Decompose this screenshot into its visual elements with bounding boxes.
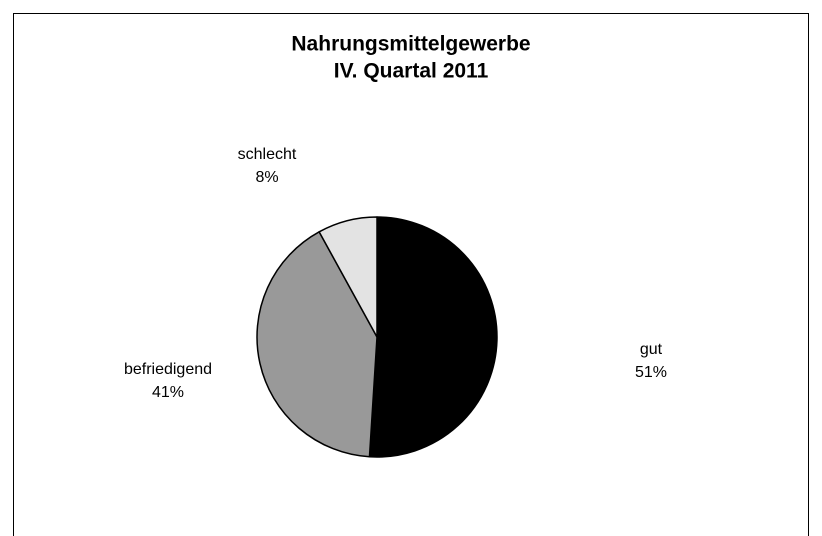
slice-label: befriedigend (124, 361, 212, 378)
slice-value-label: 8% (255, 169, 278, 186)
pie-slice (368, 216, 498, 458)
chart-title: Nahrungsmittelgewerbe (291, 33, 530, 56)
slice-label: schlecht (238, 146, 297, 163)
slice-label: gut (640, 341, 663, 358)
chart-subtitle: IV. Quartal 2011 (334, 60, 489, 83)
slice-value-label: 51% (635, 364, 667, 381)
pie-slice (256, 231, 378, 458)
slice-value-label: 41% (152, 384, 184, 401)
pie-slice (318, 216, 378, 338)
